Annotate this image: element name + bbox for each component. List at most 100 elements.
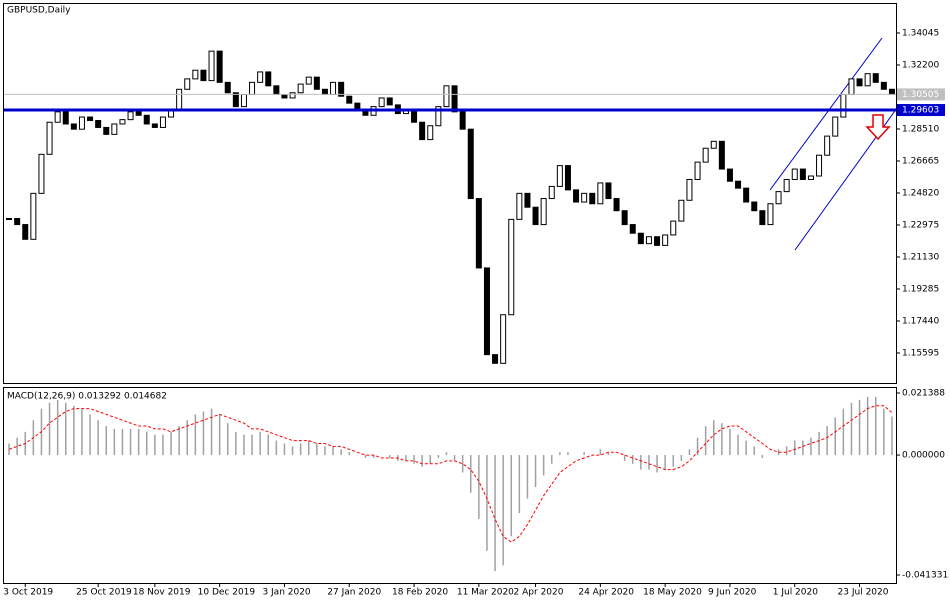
candle xyxy=(516,192,523,220)
candle xyxy=(459,111,466,130)
candle xyxy=(848,78,855,95)
candle xyxy=(864,73,871,87)
channel-line xyxy=(769,37,883,191)
price-label-box xyxy=(897,88,945,101)
price-label: 1.30505 xyxy=(902,90,939,100)
candle xyxy=(321,88,328,95)
y-tick-label: 1.26665 xyxy=(902,157,939,167)
candle xyxy=(273,85,280,95)
candle xyxy=(824,135,831,156)
candle xyxy=(605,182,612,200)
candle xyxy=(791,168,798,180)
price-label: 1.29603 xyxy=(902,106,939,116)
candle xyxy=(840,93,847,118)
y-tick-label: 1.34045 xyxy=(902,29,939,39)
y-tick-label: 1.15595 xyxy=(902,348,939,358)
y-tick-label: -0.041331 xyxy=(902,571,948,581)
candle xyxy=(759,210,766,226)
x-tick-label: 18 May 2020 xyxy=(643,588,702,598)
candle xyxy=(832,116,839,137)
candle xyxy=(532,206,539,226)
x-tick-label: 1 Jul 2020 xyxy=(773,588,818,598)
candle xyxy=(289,92,296,99)
x-tick-label: 23 Jul 2020 xyxy=(838,588,889,598)
candle xyxy=(184,78,191,90)
candle xyxy=(46,121,53,155)
candle xyxy=(775,191,782,205)
candle xyxy=(200,69,207,82)
y-tick-label: 1.24820 xyxy=(902,189,939,199)
y-tick-label: 1.17440 xyxy=(902,316,939,326)
candle xyxy=(192,69,199,80)
y-tick-label: 1.22975 xyxy=(902,220,939,230)
candle xyxy=(856,78,863,87)
macd-label: MACD(12,26,9) 0.013292 0.014682 xyxy=(7,392,167,402)
candle xyxy=(556,165,563,187)
candle xyxy=(22,224,29,240)
candle xyxy=(783,178,790,193)
macd-panel xyxy=(3,387,897,584)
candle xyxy=(613,198,620,212)
y-tick-label: 0.021388 xyxy=(902,389,945,399)
candle xyxy=(257,71,264,83)
y-tick-label: 1.21130 xyxy=(902,252,939,262)
candle xyxy=(249,81,256,95)
candle xyxy=(662,234,669,246)
candle xyxy=(735,180,742,189)
candle xyxy=(62,111,69,125)
candle xyxy=(751,201,758,212)
candle xyxy=(467,128,474,200)
price-label-box xyxy=(897,104,945,117)
down-arrow xyxy=(865,114,891,141)
candle xyxy=(581,192,588,203)
candle xyxy=(411,109,418,123)
candle xyxy=(767,203,774,226)
candle xyxy=(14,217,21,226)
chart-title: GBPUSD,Daily xyxy=(7,6,71,16)
candle xyxy=(508,218,515,316)
candle xyxy=(427,125,434,141)
candle xyxy=(143,114,150,125)
candle xyxy=(807,175,814,180)
candle xyxy=(111,123,118,135)
y-tick-label: 1.28510 xyxy=(902,125,939,135)
candle xyxy=(103,126,110,135)
candle xyxy=(208,50,215,82)
candle xyxy=(629,224,636,234)
candle xyxy=(872,73,879,83)
candle xyxy=(281,93,288,99)
candle xyxy=(548,185,555,200)
x-tick-label: 11 Mar 2020 xyxy=(457,588,514,598)
candle xyxy=(443,85,450,108)
x-tick-label: 2 Apr 2020 xyxy=(514,588,564,598)
candle xyxy=(686,178,693,201)
x-tick-label: 25 Oct 2019 xyxy=(76,588,132,598)
candle xyxy=(159,116,166,128)
signal-line xyxy=(8,405,893,543)
candle xyxy=(654,236,661,246)
candle xyxy=(492,354,499,364)
x-tick-label: 24 Apr 2020 xyxy=(578,588,634,598)
candle xyxy=(670,220,677,236)
candle xyxy=(38,153,45,194)
y-tick-label: 1.32200 xyxy=(902,61,939,71)
candle xyxy=(70,123,77,130)
candle xyxy=(419,121,426,141)
x-tick-label: 18 Feb 2020 xyxy=(392,588,448,598)
candle xyxy=(483,267,490,356)
candle xyxy=(224,81,231,94)
x-tick-label: 18 Nov 2019 xyxy=(133,588,191,598)
candle xyxy=(265,71,272,87)
candle xyxy=(54,111,61,123)
candle xyxy=(589,192,596,205)
candle xyxy=(151,123,158,128)
candle xyxy=(386,97,393,106)
candle xyxy=(330,81,337,95)
x-tick-label: 10 Dec 2019 xyxy=(198,588,256,598)
candle xyxy=(621,210,628,226)
candle xyxy=(451,85,458,113)
candle xyxy=(880,81,887,90)
candle xyxy=(30,192,37,240)
candle xyxy=(87,116,94,122)
